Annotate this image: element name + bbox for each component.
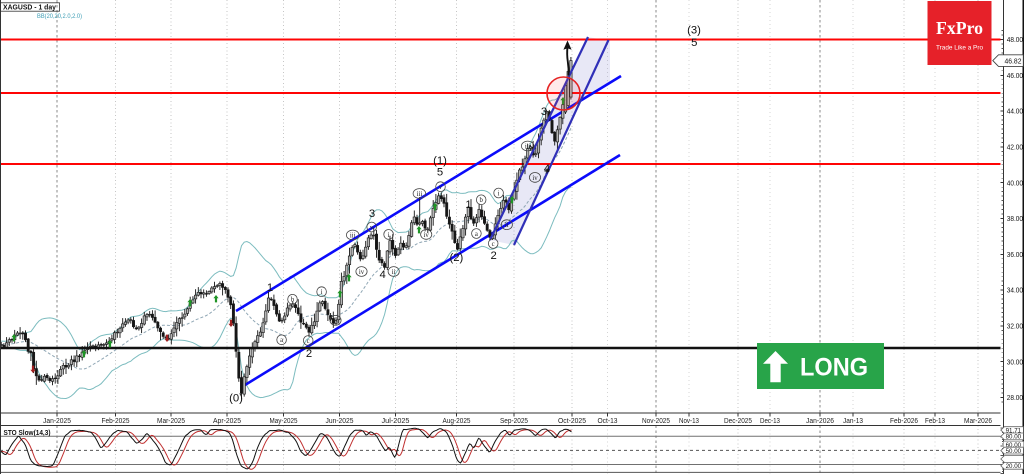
svg-text:80.00: 80.00: [1006, 434, 1022, 441]
svg-text:(2): (2): [449, 252, 463, 264]
svg-text:a: a: [280, 337, 283, 344]
svg-text:(1): (1): [433, 155, 447, 167]
svg-text:iv: iv: [532, 175, 538, 182]
svg-text:1: 1: [267, 282, 273, 294]
svg-text:Jul-2025: Jul-2025: [382, 418, 410, 425]
svg-text:c: c: [492, 241, 495, 248]
svg-text:Jun-2025: Jun-2025: [326, 418, 354, 425]
svg-text:34.00: 34.00: [1007, 288, 1023, 295]
svg-text:46.00: 46.00: [1007, 73, 1023, 80]
svg-text:iv: iv: [424, 232, 430, 239]
svg-text:20.00: 20.00: [1006, 463, 1022, 470]
svg-text:5: 5: [691, 37, 697, 49]
svg-text:FxPro: FxPro: [936, 18, 983, 38]
svg-text:60.00: 60.00: [1006, 442, 1022, 449]
svg-text:Trade Like a Pro: Trade Like a Pro: [936, 45, 983, 52]
svg-text:b: b: [291, 297, 295, 304]
svg-text:Feb-2025: Feb-2025: [102, 418, 130, 425]
svg-text:44.00: 44.00: [1007, 109, 1023, 116]
svg-text:ii: ii: [505, 222, 509, 229]
svg-text:v: v: [370, 224, 374, 231]
svg-text:XAGUSD - 1 day: XAGUSD - 1 day: [3, 4, 56, 11]
svg-text:iii: iii: [417, 191, 423, 198]
svg-text:ii: ii: [334, 318, 338, 325]
svg-text:Apr-2025: Apr-2025: [213, 418, 241, 425]
svg-text:Feb-2026: Feb-2026: [890, 418, 918, 425]
svg-text:Jan-2026: Jan-2026: [806, 418, 834, 425]
svg-text:Oct-2025: Oct-2025: [558, 418, 586, 425]
svg-text:a: a: [475, 231, 478, 238]
svg-text:Feb-13: Feb-13: [925, 418, 945, 425]
svg-text:(0): (0): [229, 393, 243, 405]
svg-text:ii: ii: [392, 269, 396, 276]
svg-text:4: 4: [380, 269, 386, 281]
svg-text:91.71: 91.71: [1006, 427, 1022, 434]
svg-text:b: b: [479, 197, 483, 204]
svg-text:32.00: 32.00: [1007, 324, 1023, 331]
svg-text:Sep-2025: Sep-2025: [500, 418, 528, 425]
svg-text:i: i: [388, 232, 390, 239]
svg-text:iv: iv: [359, 269, 365, 276]
svg-text:LONG: LONG: [800, 354, 868, 382]
svg-text:2: 2: [491, 250, 497, 262]
svg-text:38.00: 38.00: [1007, 216, 1023, 223]
svg-text:iii: iii: [525, 143, 531, 150]
svg-text:iii: iii: [350, 232, 356, 239]
svg-text:Mar-2025: Mar-2025: [157, 418, 185, 425]
svg-text:5: 5: [437, 167, 443, 179]
svg-text:Dec-2025: Dec-2025: [724, 418, 752, 425]
svg-text:30.00: 30.00: [1007, 359, 1023, 366]
svg-text:Mar-2026: Mar-2026: [964, 418, 992, 425]
svg-text:40.00: 40.00: [1007, 180, 1023, 187]
svg-text:Jan-2025: Jan-2025: [43, 418, 71, 425]
svg-text:i: i: [498, 190, 500, 197]
svg-text:48.00: 48.00: [1007, 37, 1023, 44]
svg-text:46.82: 46.82: [1005, 58, 1022, 65]
svg-text:STO Slow(14,3): STO Slow(14,3): [4, 430, 51, 437]
svg-text:v: v: [439, 184, 443, 191]
svg-text:Nov-2025: Nov-2025: [642, 418, 670, 425]
svg-text:3: 3: [369, 208, 375, 220]
svg-text:42.00: 42.00: [1007, 145, 1023, 152]
svg-text:c: c: [307, 338, 310, 345]
svg-text:Aug-2025: Aug-2025: [443, 418, 471, 425]
svg-text:(3): (3): [687, 25, 701, 37]
svg-text:Jan-13: Jan-13: [843, 418, 863, 425]
svg-text:i: i: [321, 289, 323, 296]
svg-text:Oct-13: Oct-13: [598, 418, 618, 425]
svg-text:2: 2: [306, 348, 312, 360]
svg-text:BB(20,20,2.0,2.0): BB(20,20,2.0,2.0): [37, 13, 82, 20]
svg-text:Nov-13: Nov-13: [679, 418, 699, 425]
svg-text:3: 3: [541, 106, 547, 118]
svg-text:36.00: 36.00: [1007, 252, 1023, 259]
svg-text:1: 1: [465, 199, 471, 211]
svg-text:50.00: 50.00: [1006, 448, 1022, 455]
svg-text:May-2025: May-2025: [270, 418, 298, 425]
svg-text:Dec-13: Dec-13: [760, 418, 780, 425]
svg-text:28.00: 28.00: [1007, 395, 1023, 402]
